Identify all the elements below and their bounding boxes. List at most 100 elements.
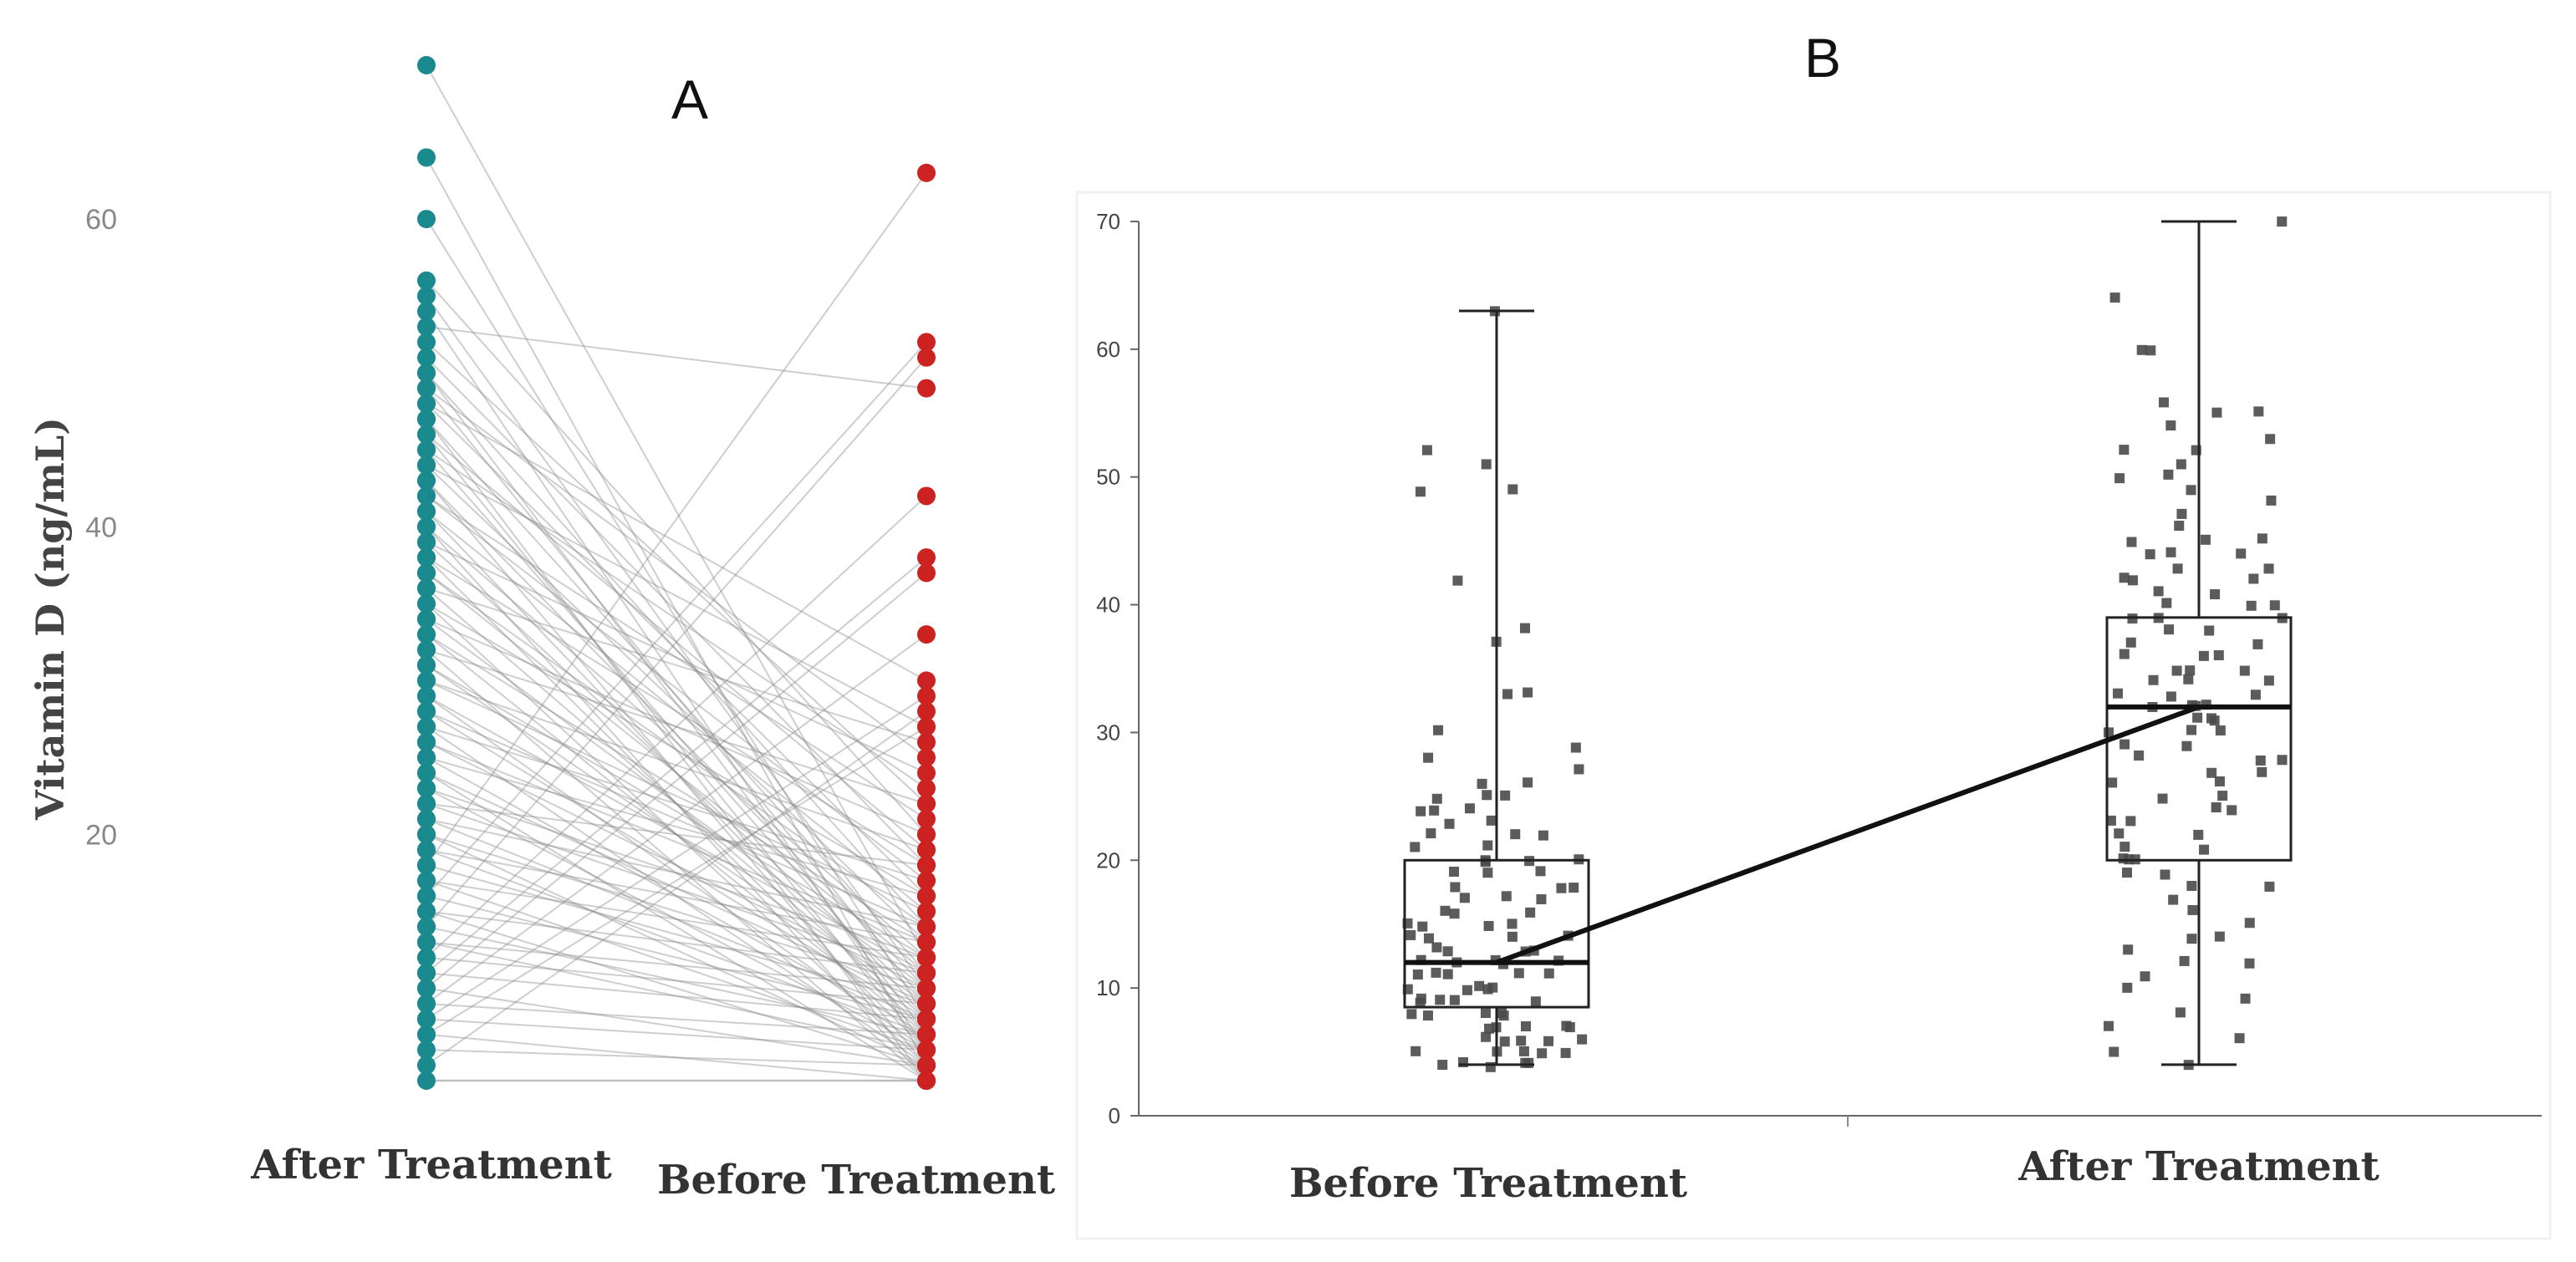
panel-b-point: [2264, 881, 2275, 892]
panel-a-dot-before: [917, 825, 936, 844]
panel-b-point: [1426, 828, 1436, 839]
panel-b-point: [2263, 563, 2274, 574]
panel-a-pair-line: [426, 218, 927, 1020]
panel-b-point: [1510, 829, 1521, 840]
panel-b-point: [2168, 894, 2179, 905]
panel-a-dot-after: [417, 902, 436, 921]
panel-a-dot-after: [417, 1056, 436, 1075]
panel-a-pair-line: [426, 879, 927, 959]
panel-b-point: [1422, 1010, 1433, 1021]
panel-a-dot-before: [917, 625, 936, 644]
panel-b-point: [1442, 946, 1453, 957]
panel-b-point: [2265, 434, 2276, 445]
panel-a-pair-line: [426, 941, 927, 1051]
panel-a-dot-after: [417, 578, 436, 598]
panel-b-point: [1424, 933, 1435, 944]
panel-a-dot-before: [917, 779, 936, 798]
panel-a-dot-after: [417, 56, 436, 74]
panel-a-pair-line: [426, 526, 927, 959]
panel-a-pair-line: [426, 664, 927, 959]
panel-b-point: [1482, 840, 1493, 851]
panel-a-pair-line: [426, 387, 927, 1005]
panel-a-pair-line: [426, 1002, 927, 1036]
panel-b-point: [1525, 907, 1536, 918]
panel-a-pair-line: [426, 771, 927, 1081]
panel-a-pair-line: [426, 818, 927, 928]
panel-a-dot-after: [417, 471, 436, 491]
panel-a-pair-line: [426, 634, 927, 944]
panel-b-point: [2269, 600, 2280, 611]
panel-b-point: [1501, 891, 1512, 902]
panel-a-pair-line: [426, 572, 927, 990]
panel-b-point: [2123, 944, 2134, 955]
panel-b-point: [2171, 665, 2182, 676]
panel-b-point: [2183, 674, 2194, 684]
panel-a-dot-after: [417, 625, 436, 644]
panel-a-pair-line: [426, 848, 927, 1036]
panel-a-pair-line: [426, 372, 927, 928]
panel-b-point: [2105, 815, 2116, 826]
panel-a-pair-line: [426, 495, 927, 820]
panel-a-pair-line: [426, 925, 927, 1036]
panel-b-point: [2164, 624, 2175, 635]
panel-a-pair-line: [426, 403, 927, 897]
panel-a-pair-line: [426, 557, 927, 1051]
panel-b-point: [1556, 883, 1567, 893]
panel-a-dot-after: [417, 364, 436, 383]
panel-a-dot-after: [417, 210, 436, 229]
panel-b-point: [1415, 486, 1426, 497]
panel-b-point: [2126, 537, 2137, 547]
panel-a-dot-after: [417, 594, 436, 613]
panel-b-point: [1570, 742, 1581, 753]
panel-b-point: [2244, 918, 2255, 929]
panel-b-point: [1464, 803, 1475, 814]
panel-b-point: [2176, 508, 2187, 519]
panel-b-point: [2257, 766, 2267, 777]
panel-b-point: [2193, 829, 2204, 840]
panel-a-pair-line: [426, 588, 927, 1020]
panel-b-point: [1442, 969, 1453, 980]
panel-a-pair-line: [426, 526, 927, 1081]
panel-b-point: [2236, 548, 2247, 559]
panel-b-point: [2277, 755, 2288, 766]
panel-b-point: [1474, 980, 1485, 991]
panel-a-pair-line: [426, 156, 927, 1066]
panel-b-point: [1507, 484, 1518, 495]
panel-a-dot-before: [917, 840, 936, 859]
panel-a-category-label-before: Before Treatment: [657, 1157, 1055, 1203]
panel-b-point: [2217, 791, 2228, 801]
panel-b-point: [1423, 752, 1434, 763]
panel-a-pair-line: [426, 341, 927, 805]
panel-a-pair-line: [426, 695, 927, 974]
panel-b-point: [2125, 637, 2136, 648]
panel-a-dot-after: [417, 333, 436, 352]
panel-b-point: [1431, 793, 1442, 804]
panel-b-point: [1574, 764, 1584, 775]
panel-a-pair-line: [426, 557, 927, 867]
panel-a-pair-line: [426, 603, 927, 897]
panel-a-y-ticks: 20 40 60: [85, 204, 117, 851]
panel-a-dot-after: [417, 994, 436, 1013]
panel-b-point: [1440, 905, 1451, 916]
panel-b-point: [2206, 767, 2217, 778]
panel-b-point: [2179, 955, 2190, 966]
panel-b-point: [2198, 650, 2209, 661]
panel-a-dot-before: [917, 671, 936, 690]
panel-a-pair-line: [426, 495, 927, 959]
panel-b-point: [2163, 469, 2174, 480]
panel-a-pair-line: [426, 418, 927, 974]
panel-a-dot-after: [417, 317, 436, 336]
panel-b-point: [2161, 598, 2172, 608]
panel-b-point: [2227, 805, 2237, 816]
panel-a-title: A: [671, 69, 708, 130]
panel-b-point: [2157, 793, 2168, 804]
panel-a-pair-line: [426, 634, 927, 1036]
panel-b-y-tick-label: 30: [1096, 720, 1120, 745]
panel-b-point: [1483, 920, 1494, 931]
panel-a-dot-before: [917, 887, 936, 906]
panel-b-point: [2122, 868, 2133, 878]
panel-b-point: [1412, 969, 1423, 980]
panel-b-point: [1523, 1057, 1534, 1068]
panel-b-point: [2204, 625, 2215, 636]
panel-a-dot-before: [917, 902, 936, 921]
